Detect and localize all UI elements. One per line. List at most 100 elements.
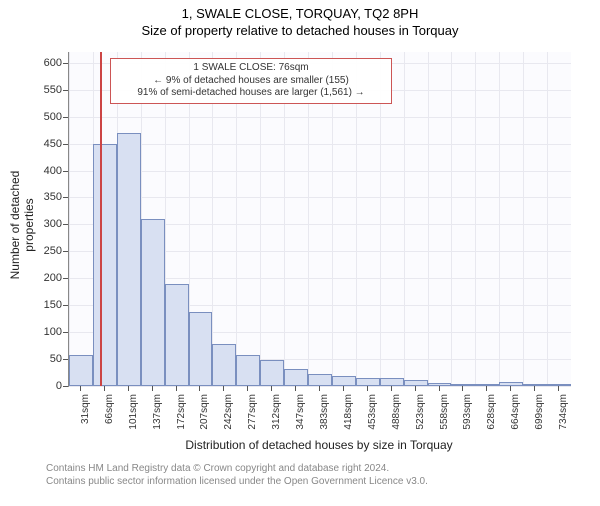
xtick-mark (223, 386, 224, 391)
histogram-bar (236, 355, 260, 386)
annotation-line: ← 9% of detached houses are smaller (155… (117, 75, 385, 88)
xtick-label: 523sqm (415, 394, 426, 434)
annotation-line: 91% of semi-detached houses are larger (… (117, 87, 385, 100)
gridline-h (69, 197, 571, 198)
xtick-label: 664sqm (510, 394, 521, 434)
xtick-label: 101sqm (128, 394, 139, 434)
xtick-mark (152, 386, 153, 391)
xtick-label: 137sqm (152, 394, 163, 434)
gridline-h (69, 144, 571, 145)
property-marker-line (100, 52, 102, 386)
page-title-1: 1, SWALE CLOSE, TORQUAY, TQ2 8PH (0, 6, 600, 21)
xtick-mark (534, 386, 535, 391)
ytick-mark (63, 117, 68, 118)
xtick-label: 699sqm (534, 394, 545, 434)
xtick-mark (439, 386, 440, 391)
xtick-mark (199, 386, 200, 391)
histogram-bar (117, 133, 141, 386)
xtick-mark (176, 386, 177, 391)
xtick-mark (295, 386, 296, 391)
histogram-bar (165, 284, 189, 386)
footer-line-2: Contains public sector information licen… (46, 475, 428, 488)
xtick-mark (343, 386, 344, 391)
ytick-mark (63, 359, 68, 360)
ytick-label: 600 (34, 57, 62, 69)
histogram-bar (93, 144, 117, 386)
ytick-mark (63, 278, 68, 279)
ytick-label: 250 (34, 245, 62, 257)
ytick-label: 150 (34, 299, 62, 311)
xtick-label: 488sqm (391, 394, 402, 434)
histogram-bar (141, 219, 165, 386)
ytick-label: 0 (34, 380, 62, 392)
ytick-mark (63, 224, 68, 225)
gridline-h (69, 171, 571, 172)
xtick-label: 277sqm (247, 394, 258, 434)
page-title-2: Size of property relative to detached ho… (0, 23, 600, 38)
ytick-mark (63, 251, 68, 252)
gridline-h (69, 386, 571, 387)
xtick-mark (367, 386, 368, 391)
gridline-v (404, 52, 405, 386)
xtick-mark (558, 386, 559, 391)
ytick-mark (63, 90, 68, 91)
xtick-mark (104, 386, 105, 391)
ytick-label: 50 (34, 353, 62, 365)
xtick-label: 628sqm (486, 394, 497, 434)
ytick-label: 350 (34, 191, 62, 203)
histogram-bar (69, 355, 93, 386)
annotation-line: 1 SWALE CLOSE: 76sqm (117, 62, 385, 75)
ytick-mark (63, 386, 68, 387)
gridline-v (69, 52, 70, 386)
ytick-mark (63, 305, 68, 306)
xtick-label: 593sqm (462, 394, 473, 434)
xtick-mark (319, 386, 320, 391)
xtick-mark (486, 386, 487, 391)
ytick-label: 400 (34, 165, 62, 177)
gridline-h (69, 117, 571, 118)
ytick-label: 100 (34, 326, 62, 338)
xtick-label: 242sqm (223, 394, 234, 434)
ytick-mark (63, 197, 68, 198)
histogram-bar (308, 374, 332, 386)
xtick-label: 172sqm (176, 394, 187, 434)
histogram-bar (284, 369, 308, 386)
xtick-mark (247, 386, 248, 391)
ytick-label: 550 (34, 84, 62, 96)
xtick-label: 734sqm (558, 394, 569, 434)
ytick-mark (63, 332, 68, 333)
gridline-v (451, 52, 452, 386)
annotation-box: 1 SWALE CLOSE: 76sqm← 9% of detached hou… (110, 58, 392, 104)
ytick-label: 500 (34, 111, 62, 123)
histogram-bar (212, 344, 236, 386)
xtick-label: 66sqm (104, 394, 115, 434)
footer-attribution: Contains HM Land Registry data © Crown c… (46, 462, 428, 488)
histogram-bar (380, 378, 404, 386)
xtick-label: 558sqm (439, 394, 450, 434)
xtick-mark (271, 386, 272, 391)
y-axis-label: Number of detached properties (8, 145, 36, 305)
xtick-label: 31sqm (80, 394, 91, 434)
x-axis-label: Distribution of detached houses by size … (68, 438, 570, 452)
ytick-mark (63, 63, 68, 64)
gridline-v (499, 52, 500, 386)
histogram-bar (356, 378, 380, 386)
gridline-v (475, 52, 476, 386)
ytick-label: 300 (34, 218, 62, 230)
xtick-label: 418sqm (343, 394, 354, 434)
xtick-mark (462, 386, 463, 391)
ytick-label: 200 (34, 272, 62, 284)
ytick-label: 450 (34, 138, 62, 150)
xtick-mark (391, 386, 392, 391)
gridline-v (547, 52, 548, 386)
ytick-mark (63, 171, 68, 172)
xtick-label: 207sqm (199, 394, 210, 434)
xtick-label: 347sqm (295, 394, 306, 434)
xtick-label: 312sqm (271, 394, 282, 434)
xtick-mark (510, 386, 511, 391)
xtick-mark (415, 386, 416, 391)
ytick-mark (63, 144, 68, 145)
xtick-mark (128, 386, 129, 391)
histogram-bar (332, 376, 356, 386)
gridline-v (523, 52, 524, 386)
